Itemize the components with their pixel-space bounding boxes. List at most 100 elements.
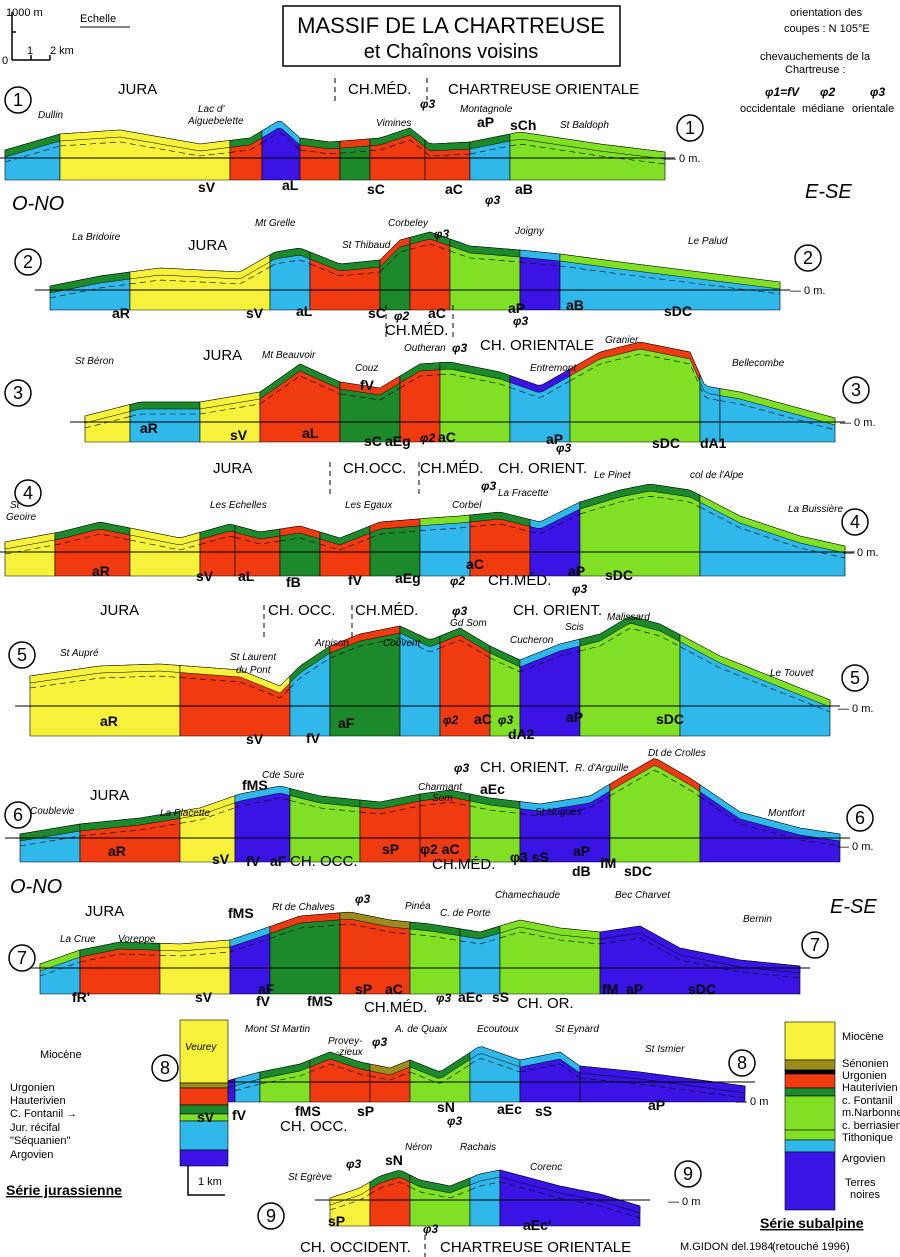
legend-item: Argovien bbox=[10, 1149, 53, 1161]
rock-layer bbox=[599, 925, 801, 974]
bedding-line bbox=[54, 533, 131, 546]
bedding-line bbox=[289, 800, 361, 813]
section-number-circle bbox=[842, 376, 870, 404]
zero-level-label: — 0 m bbox=[668, 1196, 700, 1208]
place-label: St bbox=[10, 500, 21, 511]
bedding-line bbox=[59, 141, 231, 157]
bedding-line bbox=[459, 937, 501, 945]
place-label: col de l'Alpe bbox=[690, 470, 744, 481]
cross-section-4 bbox=[0, 483, 855, 577]
place-label: Charmant bbox=[418, 782, 463, 793]
region-label: JURA bbox=[118, 81, 157, 98]
section-number-right: 6 bbox=[855, 808, 865, 828]
unit-label: aP bbox=[477, 114, 494, 130]
region-label: CH.MÉD. bbox=[348, 81, 411, 98]
section-number-circle bbox=[14, 248, 42, 276]
bedding-line bbox=[329, 1193, 371, 1211]
place-label: R. d'Arguille bbox=[575, 763, 629, 774]
unit-label: sC bbox=[367, 181, 385, 197]
bedding-line bbox=[39, 961, 81, 977]
rock-layer bbox=[559, 253, 781, 290]
place-label: Néron bbox=[405, 1142, 433, 1153]
bedding-line bbox=[519, 1063, 581, 1079]
bedding-line bbox=[129, 539, 201, 550]
bedding-line bbox=[569, 354, 701, 387]
bedding-line bbox=[289, 657, 331, 689]
unit-label: sC bbox=[364, 433, 382, 449]
legends bbox=[179, 1019, 836, 1211]
vertical-scale-label: 1 km bbox=[198, 1176, 222, 1188]
section-number-right: 7 bbox=[810, 935, 820, 955]
unit-label: sV bbox=[195, 989, 213, 1005]
bedding-line bbox=[234, 1083, 261, 1091]
legend-item: "Séquanien" bbox=[10, 1135, 71, 1147]
unit-label: aEc bbox=[497, 1101, 522, 1117]
legend-swatch bbox=[784, 1021, 836, 1061]
region-label: CH.MÉD. bbox=[420, 460, 483, 477]
section-number-circle bbox=[4, 379, 32, 407]
region-separators bbox=[263, 78, 454, 1257]
unit-label: fMS bbox=[307, 993, 333, 1009]
place-label: Pinéa bbox=[405, 901, 431, 912]
place-label: Lac d' bbox=[198, 104, 225, 115]
scale-2: 2 km bbox=[50, 45, 74, 57]
bedding-line bbox=[159, 951, 231, 957]
unit-label: aC bbox=[445, 181, 463, 197]
bedding-line bbox=[699, 506, 846, 559]
legend-item: Urgonien bbox=[842, 1070, 887, 1082]
place-label: Gd Som bbox=[450, 618, 487, 629]
bedding-line bbox=[329, 637, 401, 659]
legend-item: Terres bbox=[845, 1177, 876, 1189]
direction-west: O-NO bbox=[12, 193, 64, 215]
region-label: JURA bbox=[188, 237, 227, 254]
rock-unit bbox=[609, 758, 701, 863]
region-label: CH.MÉD. bbox=[355, 602, 418, 619]
unit-label: sN bbox=[437, 1099, 455, 1115]
unit-label: aP bbox=[568, 563, 585, 579]
rock-layer bbox=[424, 139, 471, 152]
unit-label: sDC bbox=[656, 711, 684, 727]
unit-label: aP bbox=[546, 431, 563, 447]
section-number-right: 3 bbox=[851, 380, 861, 400]
legend-swatch bbox=[784, 1151, 836, 1211]
place-label: La Placette bbox=[160, 808, 210, 819]
place-label: Le Touvet bbox=[770, 668, 815, 679]
unit-label: φ2 bbox=[443, 713, 458, 727]
direction-east: E-SE bbox=[805, 181, 852, 203]
bedding-line bbox=[129, 266, 271, 285]
bedding-line bbox=[449, 250, 521, 263]
phi1: φ1=fV bbox=[765, 85, 800, 99]
legend-item: Tithonique bbox=[842, 1132, 893, 1144]
rock-layer bbox=[509, 132, 666, 160]
legend-swatch bbox=[784, 1059, 836, 1071]
bedding-line bbox=[369, 139, 426, 153]
direction-east: E-SE bbox=[830, 896, 877, 918]
region-label: CH.MÉD. bbox=[432, 856, 495, 873]
legend-item: Hauterivien bbox=[842, 1082, 898, 1094]
bedding-line bbox=[699, 386, 721, 401]
place-label: Mt Grelle bbox=[255, 218, 296, 229]
unit-label: aEc bbox=[458, 989, 483, 1005]
place-label: St Hugues bbox=[535, 807, 582, 818]
unit-label: fB bbox=[286, 574, 301, 590]
place-label: Dt de Crolles bbox=[648, 748, 706, 759]
place-label: Vimines bbox=[376, 118, 411, 129]
unit-label: sP bbox=[328, 1213, 345, 1229]
place-label: Entremont bbox=[530, 363, 577, 374]
unit-label: aC bbox=[428, 305, 446, 321]
section-number-circle bbox=[14, 479, 42, 507]
section-number-left: 2 bbox=[23, 252, 33, 272]
legend-swatch bbox=[784, 1129, 836, 1141]
cross-section-7 bbox=[25, 911, 810, 995]
bedding-line bbox=[399, 637, 441, 652]
place-label: Coublevie bbox=[30, 806, 75, 817]
section-number-circle bbox=[4, 801, 32, 829]
unit-label: fMS bbox=[242, 777, 268, 793]
bedding-line bbox=[509, 143, 666, 165]
bedding-line bbox=[369, 1071, 411, 1081]
vertical-scale-bar bbox=[187, 1165, 225, 1196]
unit-label: sN bbox=[385, 1152, 403, 1168]
section-number-left: 4 bbox=[23, 483, 33, 503]
cross-section-9 bbox=[315, 1169, 650, 1227]
